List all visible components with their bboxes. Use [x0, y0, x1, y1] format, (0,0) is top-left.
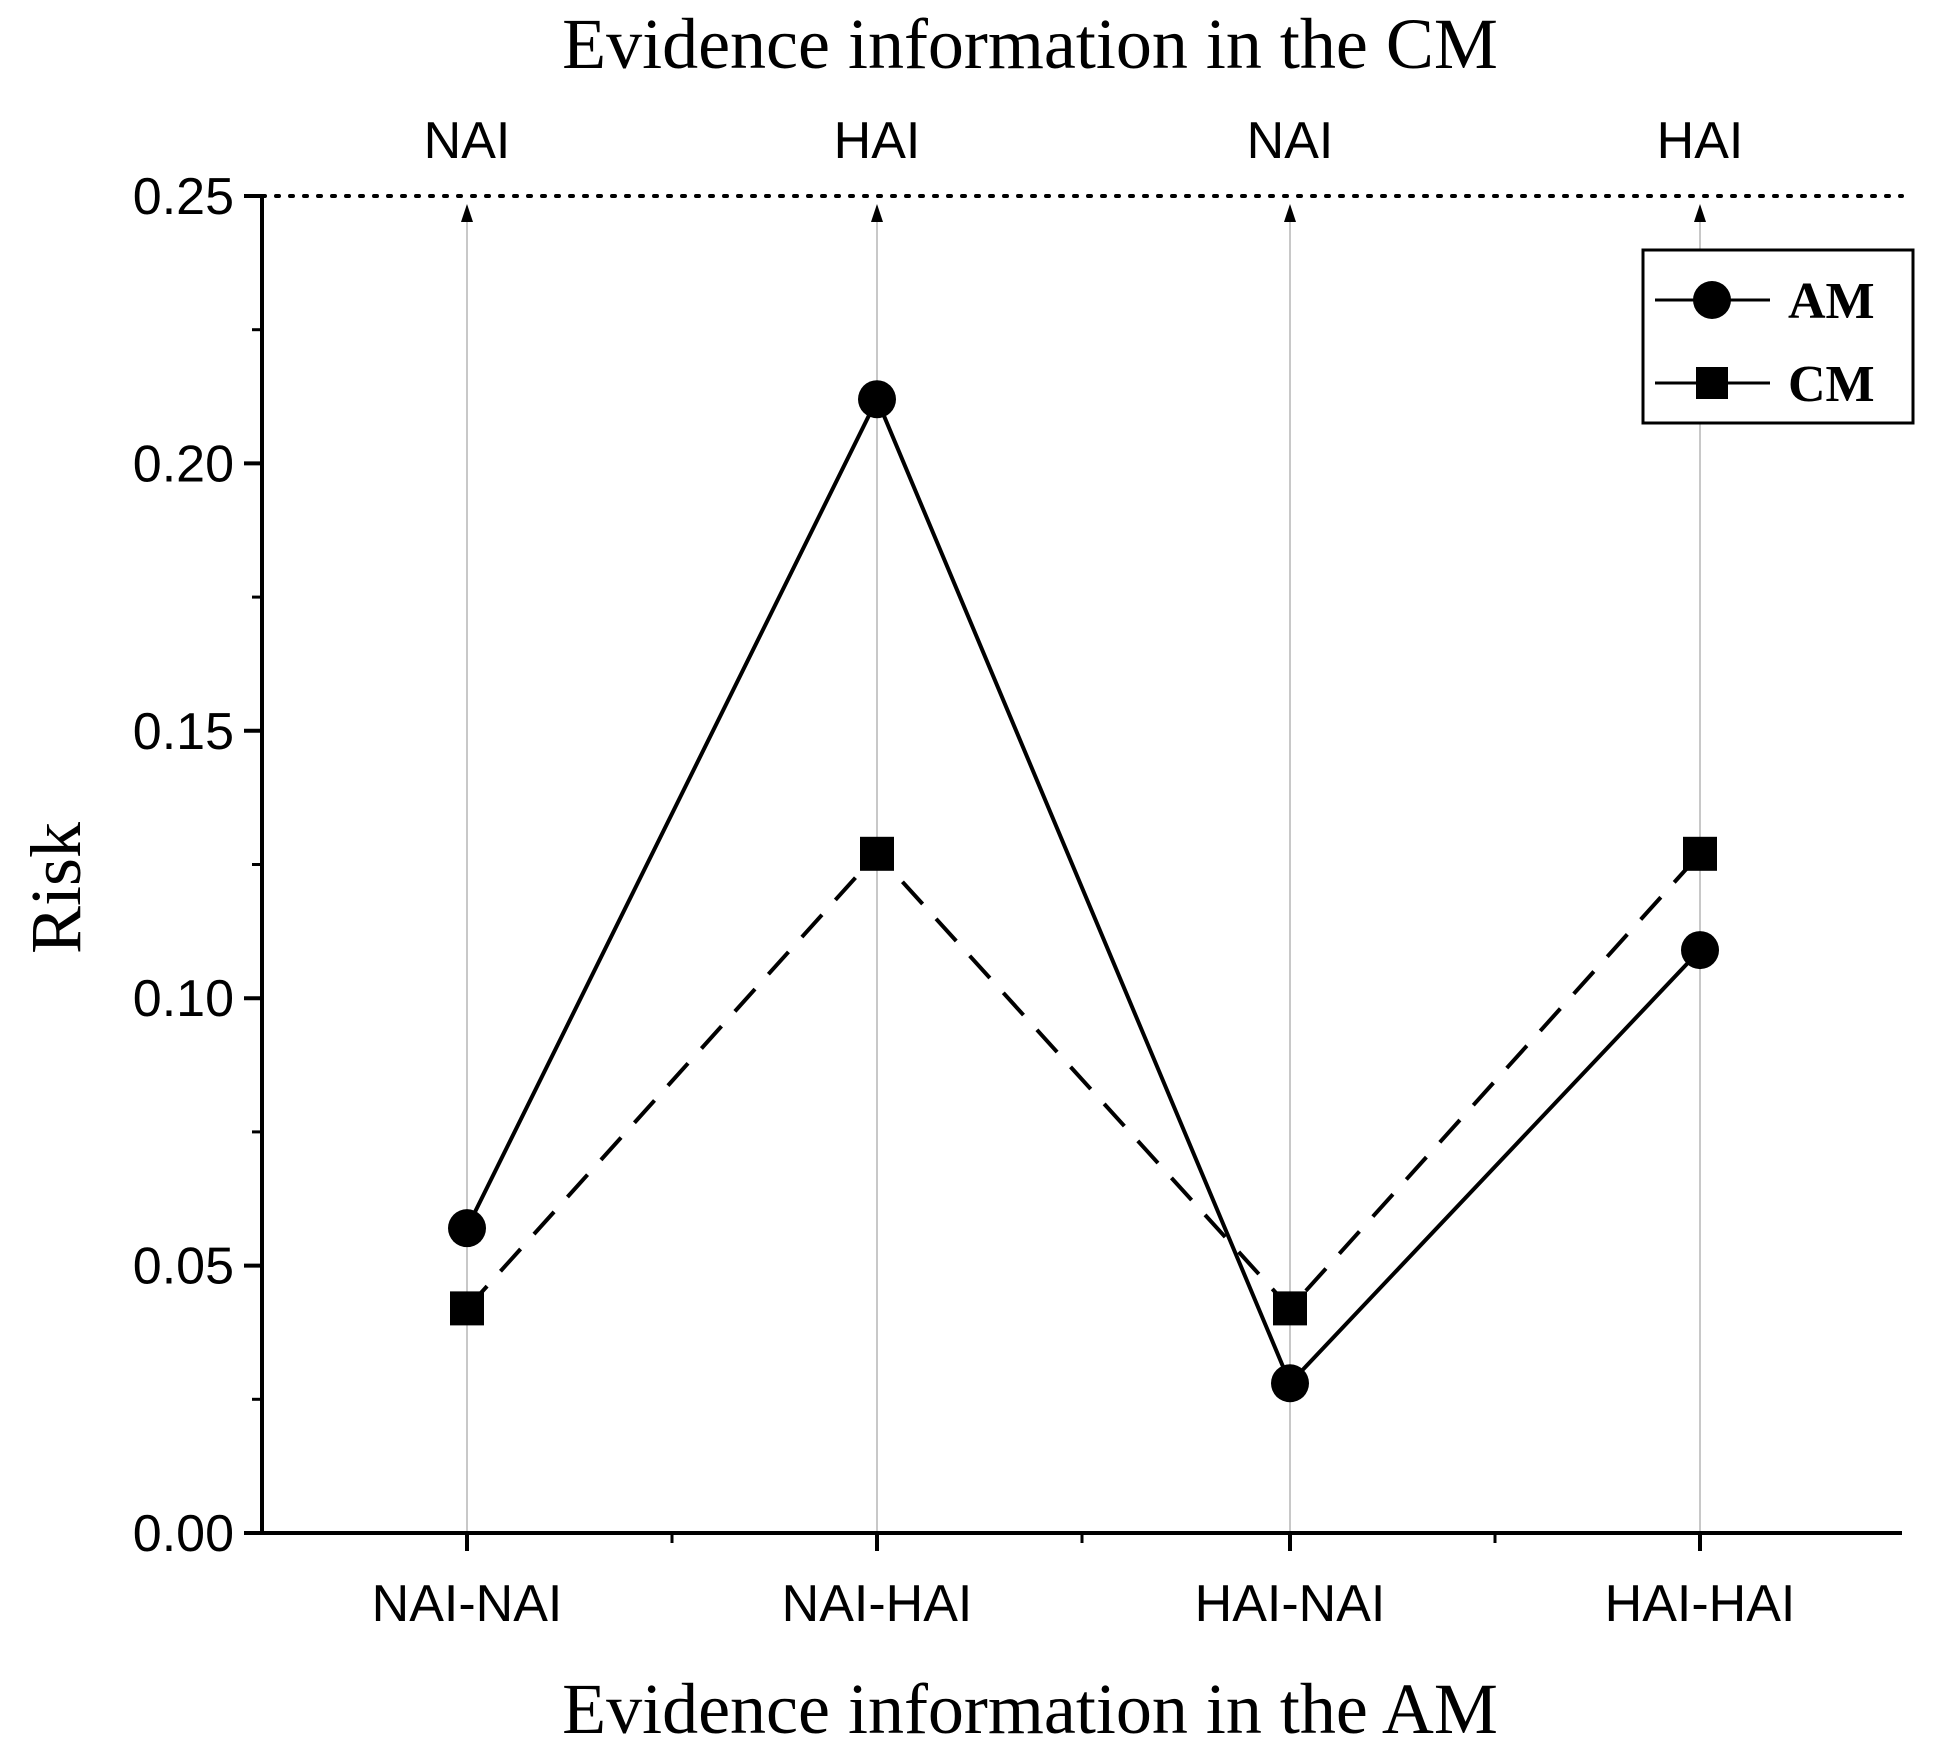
series-line-cm	[465, 850, 1702, 1312]
y-tick-label: 0.00	[133, 1505, 234, 1563]
cm-point	[860, 836, 894, 871]
vertical-guides	[461, 204, 1706, 1533]
cm-point	[1683, 836, 1717, 871]
y-axis-title: Risk	[16, 822, 96, 954]
am-point	[1271, 1364, 1309, 1403]
series-line-am	[465, 394, 1702, 1387]
legend-cm-marker	[1696, 367, 1728, 399]
legend-am-label: AM	[1788, 273, 1875, 330]
x-tick-label: HAI-HAI	[1605, 1575, 1796, 1633]
y-tick-label: 0.15	[133, 703, 234, 761]
guide-arrowhead	[461, 204, 473, 222]
x-axis-title: Evidence information in the AM	[562, 1669, 1498, 1749]
cm-point	[1273, 1291, 1307, 1326]
cm-point	[450, 1291, 484, 1326]
y-tick-label: 0.10	[133, 970, 234, 1028]
legend: AM CM	[1641, 248, 1915, 425]
am-point	[1681, 931, 1719, 970]
am-point	[858, 380, 896, 419]
guide-arrowhead	[871, 204, 883, 222]
guide-arrowhead	[1694, 204, 1706, 222]
top-category-label: NAI	[1247, 112, 1334, 170]
series-lines	[465, 394, 1702, 1387]
legend-am-marker	[1693, 281, 1731, 319]
axes: NAI HAI NAI HAI 0.00 0.05 0.10 0.15 0.20 0.25 NAI-…	[133, 112, 1904, 1633]
top-axis-title: Evidence information in the CM	[562, 4, 1498, 84]
am-point	[448, 1209, 486, 1248]
y-tick-label: 0.20	[133, 435, 234, 493]
x-tick-label: NAI-HAI	[782, 1575, 973, 1633]
top-category-label: NAI	[424, 112, 511, 170]
x-tick-label: HAI-NAI	[1195, 1575, 1386, 1633]
y-tick-label: 0.25	[133, 168, 234, 226]
guide-arrowhead	[1284, 204, 1296, 222]
x-tick-label: NAI-NAI	[372, 1575, 563, 1633]
legend-cm-label: CM	[1788, 356, 1875, 413]
y-tick-label: 0.05	[133, 1238, 234, 1296]
series-markers	[448, 380, 1719, 1403]
top-category-label: HAI	[834, 112, 921, 170]
top-category-label: HAI	[1657, 112, 1744, 170]
legend-box	[1641, 248, 1915, 425]
